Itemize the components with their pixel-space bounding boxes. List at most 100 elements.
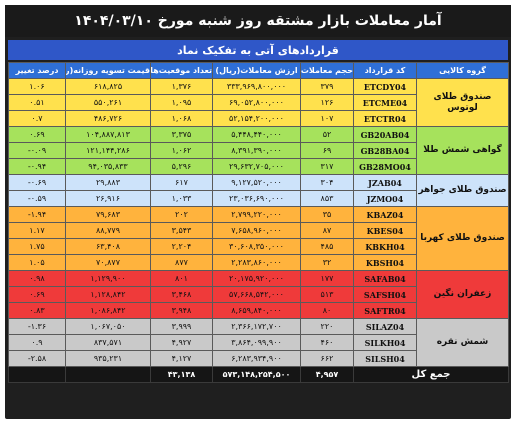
volume-cell: ۳۷۹ — [300, 78, 354, 95]
total-empty-change — [8, 366, 66, 383]
volume-cell: ۸۷ — [300, 222, 354, 239]
settlement-price-cell: ۶۱۸,۸۲۵ — [65, 78, 151, 95]
change-percent-cell: ۰.۶۹ — [8, 126, 66, 143]
volume-cell: ۸۵۳ — [300, 190, 354, 207]
contract-code-cell: ETCME04 — [353, 94, 417, 111]
open-positions-cell: ۳,۹۹۹ — [150, 318, 213, 335]
group-name: صندوق طلای جواهر — [416, 174, 509, 207]
volume-cell: ۳۲ — [300, 254, 354, 271]
change-percent-cell: -۱.۳۶ — [8, 318, 66, 335]
settlement-price-cell: ۱,۱۲۸,۸۴۲ — [65, 286, 151, 303]
contract-code-cell: SAFAB04 — [353, 270, 417, 287]
volume-cell: ۳۵ — [300, 206, 354, 223]
group-name: صندوق طلای لوتوس — [416, 78, 509, 127]
open-positions-cell: ۶۱۷ — [150, 174, 213, 191]
total-label: جمع کل — [353, 366, 509, 383]
open-positions-cell: ۱,۰۶۸ — [150, 110, 213, 127]
header-change-percent: درصد تغییر — [8, 62, 66, 79]
volume-cell: ۸۰ — [300, 302, 354, 319]
change-percent-cell: -۲.۵۸ — [8, 350, 66, 367]
contract-code-cell: SILSH04 — [353, 350, 417, 367]
settlement-price-cell: ۶۳,۴۰۸ — [65, 238, 151, 255]
value-cell: ۲,۲۸۳,۸۶۰,۰۰۰ — [212, 254, 301, 271]
open-positions-cell: ۲۰۲ — [150, 206, 213, 223]
change-percent-cell: ۰.۶۹ — [8, 286, 66, 303]
total-value: ۵۷۳,۱۴۸,۲۵۴,۵۰۰ — [212, 366, 301, 383]
value-cell: ۵۷,۶۶۸,۵۴۲,۰۰۰ — [212, 286, 301, 303]
settlement-price-cell: ۱,۱۲۹,۹۰۰ — [65, 270, 151, 287]
volume-cell: ۱۲۶ — [300, 94, 354, 111]
open-positions-cell: ۴,۹۲۷ — [150, 334, 213, 351]
change-percent-cell: ۱.۰۶ — [8, 78, 66, 95]
settlement-price-cell: ۷۰,۸۷۷ — [65, 254, 151, 271]
contract-code-cell: SILKH04 — [353, 334, 417, 351]
settlement-price-cell: ۸۳۷,۵۷۱ — [65, 334, 151, 351]
table-row: KBSH04 ۳۲ ۲,۲۸۳,۸۶۰,۰۰۰ ۸۷۷ ۷۰,۸۷۷ ۱.۰۵ — [8, 254, 509, 271]
table-row: ETCTR04 ۱۰۷ ۵۲,۱۵۴,۲۰۰,۰۰۰ ۱,۰۶۸ ۴۸۶,۷۲۶ ۰.۷ — [8, 110, 509, 127]
table-row: GB28MO04 ۳۱۷ ۲۹,۶۳۲,۷۰۵,۰۰۰ ۵,۲۹۶ ۹۴,۰۳۵,۸۳۳… — [8, 158, 509, 175]
settlement-price-cell: ۱۲۱,۱۴۴,۲۸۶ — [65, 142, 151, 159]
value-cell: ۳۰,۶۰۸,۳۵۰,۰۰۰ — [212, 238, 301, 255]
value-cell: ۶۹,۰۵۲,۸۰۰,۰۰۰ — [212, 94, 301, 111]
volume-cell: ۶۶۲ — [300, 350, 354, 367]
open-positions-cell: ۴,۱۲۷ — [150, 350, 213, 367]
contract-code-cell: JZMO04 — [353, 190, 417, 207]
contract-code-cell: JZAB04 — [353, 174, 417, 191]
change-percent-cell: ۰.۹۸ — [8, 270, 66, 287]
open-positions-cell: ۵,۲۹۶ — [150, 158, 213, 175]
table-row: زعفران نگین SAFAB04 ۱۷۷ ۲۰,۱۷۵,۹۲۰,۰۰۰ ۸۰۱ ۱,… — [8, 270, 509, 319]
total-row: جمع کل ۴,۹۵۷ ۵۷۳,۱۴۸,۲۵۴,۵۰۰ ۴۳,۱۳۸ — [8, 366, 509, 383]
open-positions-cell: ۸۷۷ — [150, 254, 213, 271]
open-positions-cell: ۱,۳۷۶ — [150, 78, 213, 95]
value-cell: ۹,۱۲۷,۵۲۰,۰۰۰ — [212, 174, 301, 191]
table-row: گواهی شمش طلا GB20AB04 ۵۲ ۵,۴۴۸,۴۴۰,۰۰۰ ۳,۳۷… — [8, 126, 509, 175]
change-percent-cell: ۱.۱۷ — [8, 222, 66, 239]
table-row: صندوق طلای کهربا KBAZ04 ۳۵ ۲,۷۹۹,۲۲۰,۰۰۰ ۲۰۲… — [8, 206, 509, 271]
value-cell: ۲۳,۰۳۶,۶۹۰,۰۰۰ — [212, 190, 301, 207]
value-cell: ۵۲,۱۵۴,۲۰۰,۰۰۰ — [212, 110, 301, 127]
volume-cell: ۴۸۵ — [300, 238, 354, 255]
table-row: SAFSH04 ۵۱۳ ۵۷,۶۶۸,۵۴۲,۰۰۰ ۳,۴۶۸ ۱,۱۲۸,۸۴۲ ۰.… — [8, 286, 509, 303]
volume-cell: ۵۲ — [300, 126, 354, 143]
table-body: صندوق طلای لوتوس ETCDY04 ۳۷۹ ۳۳۳,۹۶۹,۸۰۰,۰۰… — [8, 78, 509, 383]
settlement-price-cell: ۹۳۵,۲۳۱ — [65, 350, 151, 367]
contract-code-cell: GB28MO04 — [353, 158, 417, 175]
group-name: شمش نقره — [416, 318, 509, 367]
change-percent-cell: ۰.۸۳ — [8, 302, 66, 319]
value-cell: ۳,۸۶۴,۰۹۹,۹۰۰ — [212, 334, 301, 351]
volume-cell: ۴۶۰ — [300, 334, 354, 351]
group-name: زعفران نگین — [416, 270, 509, 319]
contract-code-cell: GB20AB04 — [353, 126, 417, 143]
header-open-positions: تعداد موقعیت‌های باز — [150, 62, 213, 79]
group-name: صندوق طلای کهربا — [416, 206, 509, 271]
contract-code-cell: GB28BA04 — [353, 142, 417, 159]
volume-cell: ۱۷۷ — [300, 270, 354, 287]
settlement-price-cell: ۵۵۰,۲۶۱ — [65, 94, 151, 111]
settlement-price-cell: ۱,۰۸۶,۸۴۲ — [65, 302, 151, 319]
header-settlement-price: قیمت تسویه روزانه(ریال) — [65, 62, 151, 79]
open-positions-cell: ۸۰۱ — [150, 270, 213, 287]
value-cell: ۲۹,۶۳۲,۷۰۵,۰۰۰ — [212, 158, 301, 175]
contract-code-cell: ETCDY04 — [353, 78, 417, 95]
change-percent-cell: -۰.۰۹ — [8, 142, 66, 159]
contract-code-cell: SILAZ04 — [353, 318, 417, 335]
settlement-price-cell: ۹۴,۰۳۵,۸۳۳ — [65, 158, 151, 175]
change-percent-cell: -۰.۶۹ — [8, 174, 66, 191]
open-positions-cell: ۳,۳۷۵ — [150, 126, 213, 143]
value-cell: ۶,۲۸۳,۹۳۴,۹۰۰ — [212, 350, 301, 367]
header-row: گروه کالایی کد قرارداد حجم معاملات ارزش … — [8, 62, 509, 79]
table-row: SILKH04 ۴۶۰ ۳,۸۶۴,۰۹۹,۹۰۰ ۴,۹۲۷ ۸۳۷,۵۷۱ ۰.۹ — [8, 334, 509, 351]
change-percent-cell: ۱.۷۵ — [8, 238, 66, 255]
settlement-price-cell: ۴۸۶,۷۲۶ — [65, 110, 151, 127]
contract-code-cell: KBKH04 — [353, 238, 417, 255]
value-cell: ۵,۴۴۸,۴۴۰,۰۰۰ — [212, 126, 301, 143]
header-code: کد قرارداد — [353, 62, 417, 79]
change-percent-cell: ۱.۰۵ — [8, 254, 66, 271]
value-cell: ۲,۷۹۹,۲۲۰,۰۰۰ — [212, 206, 301, 223]
contract-code-cell: ETCTR04 — [353, 110, 417, 127]
report-frame: آمار معاملات بازار مشتقه روز شنبه مورخ ۱… — [5, 5, 511, 419]
header-group: گروه کالایی — [416, 62, 509, 79]
contract-code-cell: KBSH04 — [353, 254, 417, 271]
change-percent-cell: -۱.۹۴ — [8, 206, 66, 223]
open-positions-cell: ۳,۵۴۳ — [150, 222, 213, 239]
